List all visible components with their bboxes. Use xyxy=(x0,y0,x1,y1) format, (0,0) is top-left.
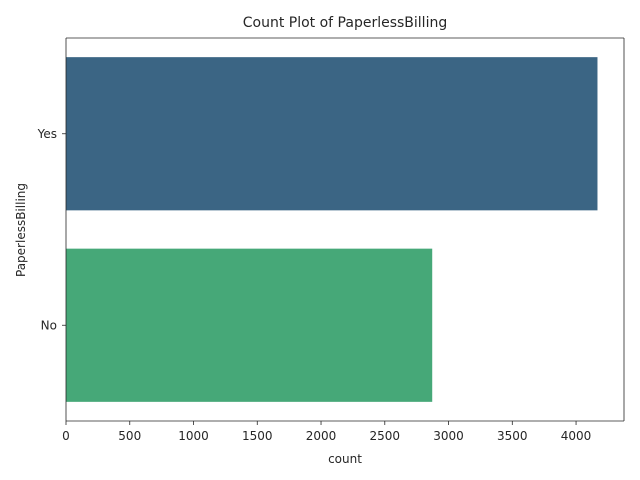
x-tick-label: 1000 xyxy=(178,429,209,443)
x-tick-label: 3500 xyxy=(497,429,528,443)
x-tick-label: 4000 xyxy=(561,429,592,443)
y-tick-label-yes: Yes xyxy=(37,127,57,141)
y-axis-label: PaperlessBilling xyxy=(14,183,28,277)
y-ticks-group: Yes No xyxy=(37,127,66,332)
x-tick-label: 500 xyxy=(118,429,141,443)
axes-frame xyxy=(65,37,625,422)
x-tick-label: 3000 xyxy=(433,429,464,443)
bars-group xyxy=(66,57,598,402)
x-tick-label: 0 xyxy=(62,429,70,443)
y-tick-label-no: No xyxy=(41,318,57,332)
chart-title: Count Plot of PaperlessBilling xyxy=(243,15,447,31)
x-axis-label: count xyxy=(328,452,362,466)
x-ticks-group: 0 500 1000 1500 2000 2500 3000 3500 4000 xyxy=(62,421,591,443)
x-tick-label: 2500 xyxy=(370,429,401,443)
x-tick-label: 1500 xyxy=(242,429,273,443)
bar-yes xyxy=(66,57,598,211)
x-tick-label: 2000 xyxy=(306,429,337,443)
bar-no xyxy=(66,248,433,402)
